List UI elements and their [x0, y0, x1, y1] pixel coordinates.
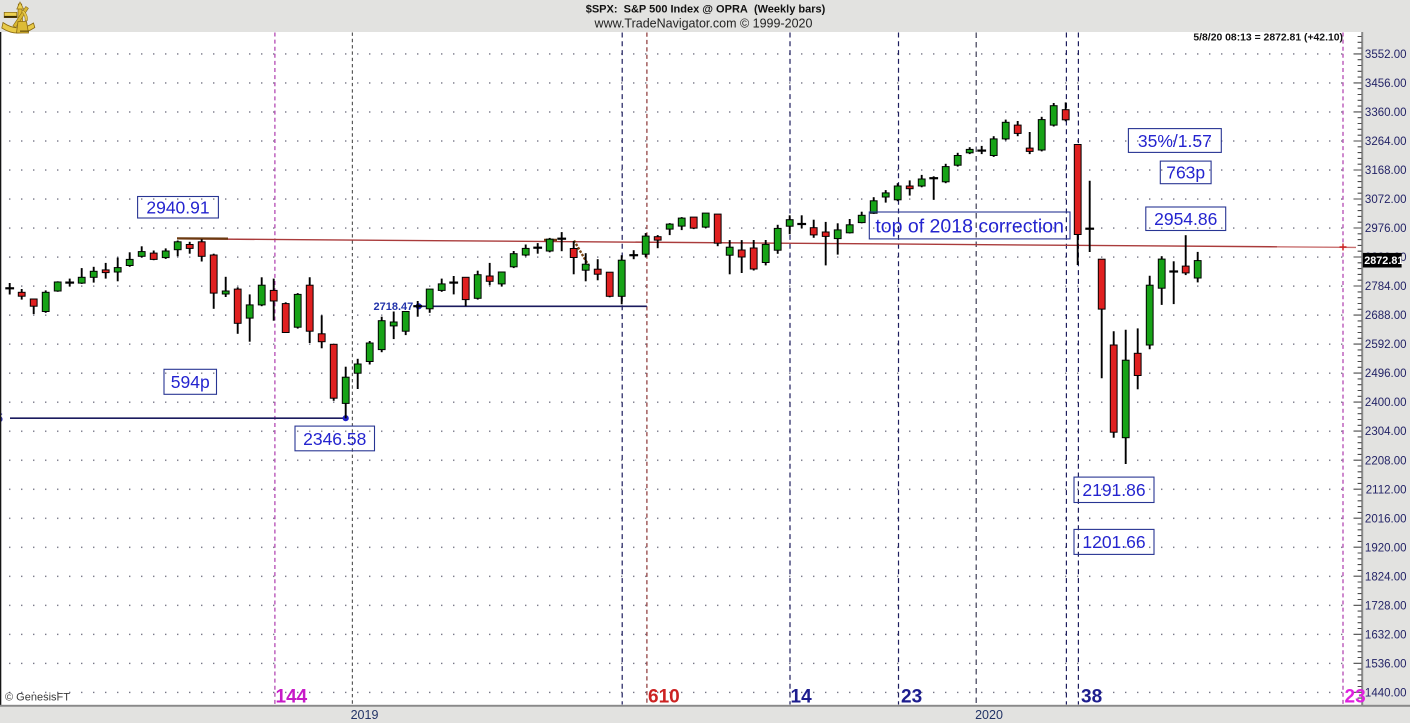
svg-text:1632.00: 1632.00 [1365, 629, 1407, 641]
svg-text:5: 5 [0, 413, 4, 425]
svg-text:2784.00: 2784.00 [1365, 281, 1407, 293]
svg-text:2020: 2020 [975, 708, 1003, 722]
svg-text:2400.00: 2400.00 [1365, 397, 1407, 409]
svg-text:2496.00: 2496.00 [1365, 368, 1407, 380]
svg-text:1440.00: 1440.00 [1365, 687, 1407, 699]
svg-text:2940.91: 2940.91 [146, 198, 209, 218]
svg-text:594p: 594p [171, 372, 210, 392]
svg-text:2592.00: 2592.00 [1365, 339, 1407, 351]
svg-text:14: 14 [791, 687, 813, 708]
svg-text:38: 38 [1081, 687, 1102, 708]
svg-text:2208.00: 2208.00 [1365, 455, 1407, 467]
svg-text:2688.00: 2688.00 [1365, 310, 1407, 322]
svg-text:2718.47: 2718.47 [374, 301, 414, 313]
svg-text:3168.00: 3168.00 [1365, 165, 1407, 177]
svg-text:2019: 2019 [351, 708, 379, 722]
svg-text:610: 610 [648, 687, 680, 708]
svg-text:2976.00: 2976.00 [1365, 223, 1407, 235]
svg-text:1920.00: 1920.00 [1365, 542, 1407, 554]
svg-text:35%/1.57: 35%/1.57 [1138, 131, 1212, 151]
svg-text:3552.00: 3552.00 [1365, 49, 1407, 61]
svg-text:1728.00: 1728.00 [1365, 600, 1407, 612]
svg-text:5/8/20 08:13 = 2872.81 (+42.10: 5/8/20 08:13 = 2872.81 (+42.10) [1193, 33, 1343, 44]
svg-text:3456.00: 3456.00 [1365, 78, 1407, 90]
svg-text:1201.66: 1201.66 [1082, 532, 1145, 552]
svg-text:2304.00: 2304.00 [1365, 426, 1407, 438]
svg-text:3072.00: 3072.00 [1365, 194, 1407, 206]
svg-text:2346.58: 2346.58 [303, 429, 366, 449]
svg-text:top of 2018 correction: top of 2018 correction [875, 215, 1064, 237]
svg-text:3264.00: 3264.00 [1365, 136, 1407, 148]
svg-text:2112.00: 2112.00 [1366, 484, 1407, 496]
svg-text:23: 23 [901, 687, 922, 708]
svg-text:2191.86: 2191.86 [1082, 480, 1145, 500]
svg-text:2016.00: 2016.00 [1365, 513, 1407, 525]
svg-text:2872.81: 2872.81 [1364, 255, 1403, 267]
svg-text:3360.00: 3360.00 [1365, 107, 1407, 119]
svg-text:144: 144 [276, 687, 308, 708]
svg-text:© GenesisFT: © GenesisFT [5, 692, 70, 704]
svg-text:1824.00: 1824.00 [1365, 571, 1407, 583]
svg-text:$SPX: S&P 500 Index @ OPRA (: $SPX: S&P 500 Index @ OPRA (Weekly bars) [586, 3, 826, 15]
svg-text:2954.86: 2954.86 [1154, 209, 1217, 229]
svg-text:23: 23 [1345, 687, 1366, 708]
svg-text:www.TradeNavigator.com © 1999-: www.TradeNavigator.com © 1999-2020 [594, 16, 813, 30]
svg-text:763p: 763p [1166, 163, 1205, 183]
svg-text:1536.00: 1536.00 [1365, 658, 1407, 670]
